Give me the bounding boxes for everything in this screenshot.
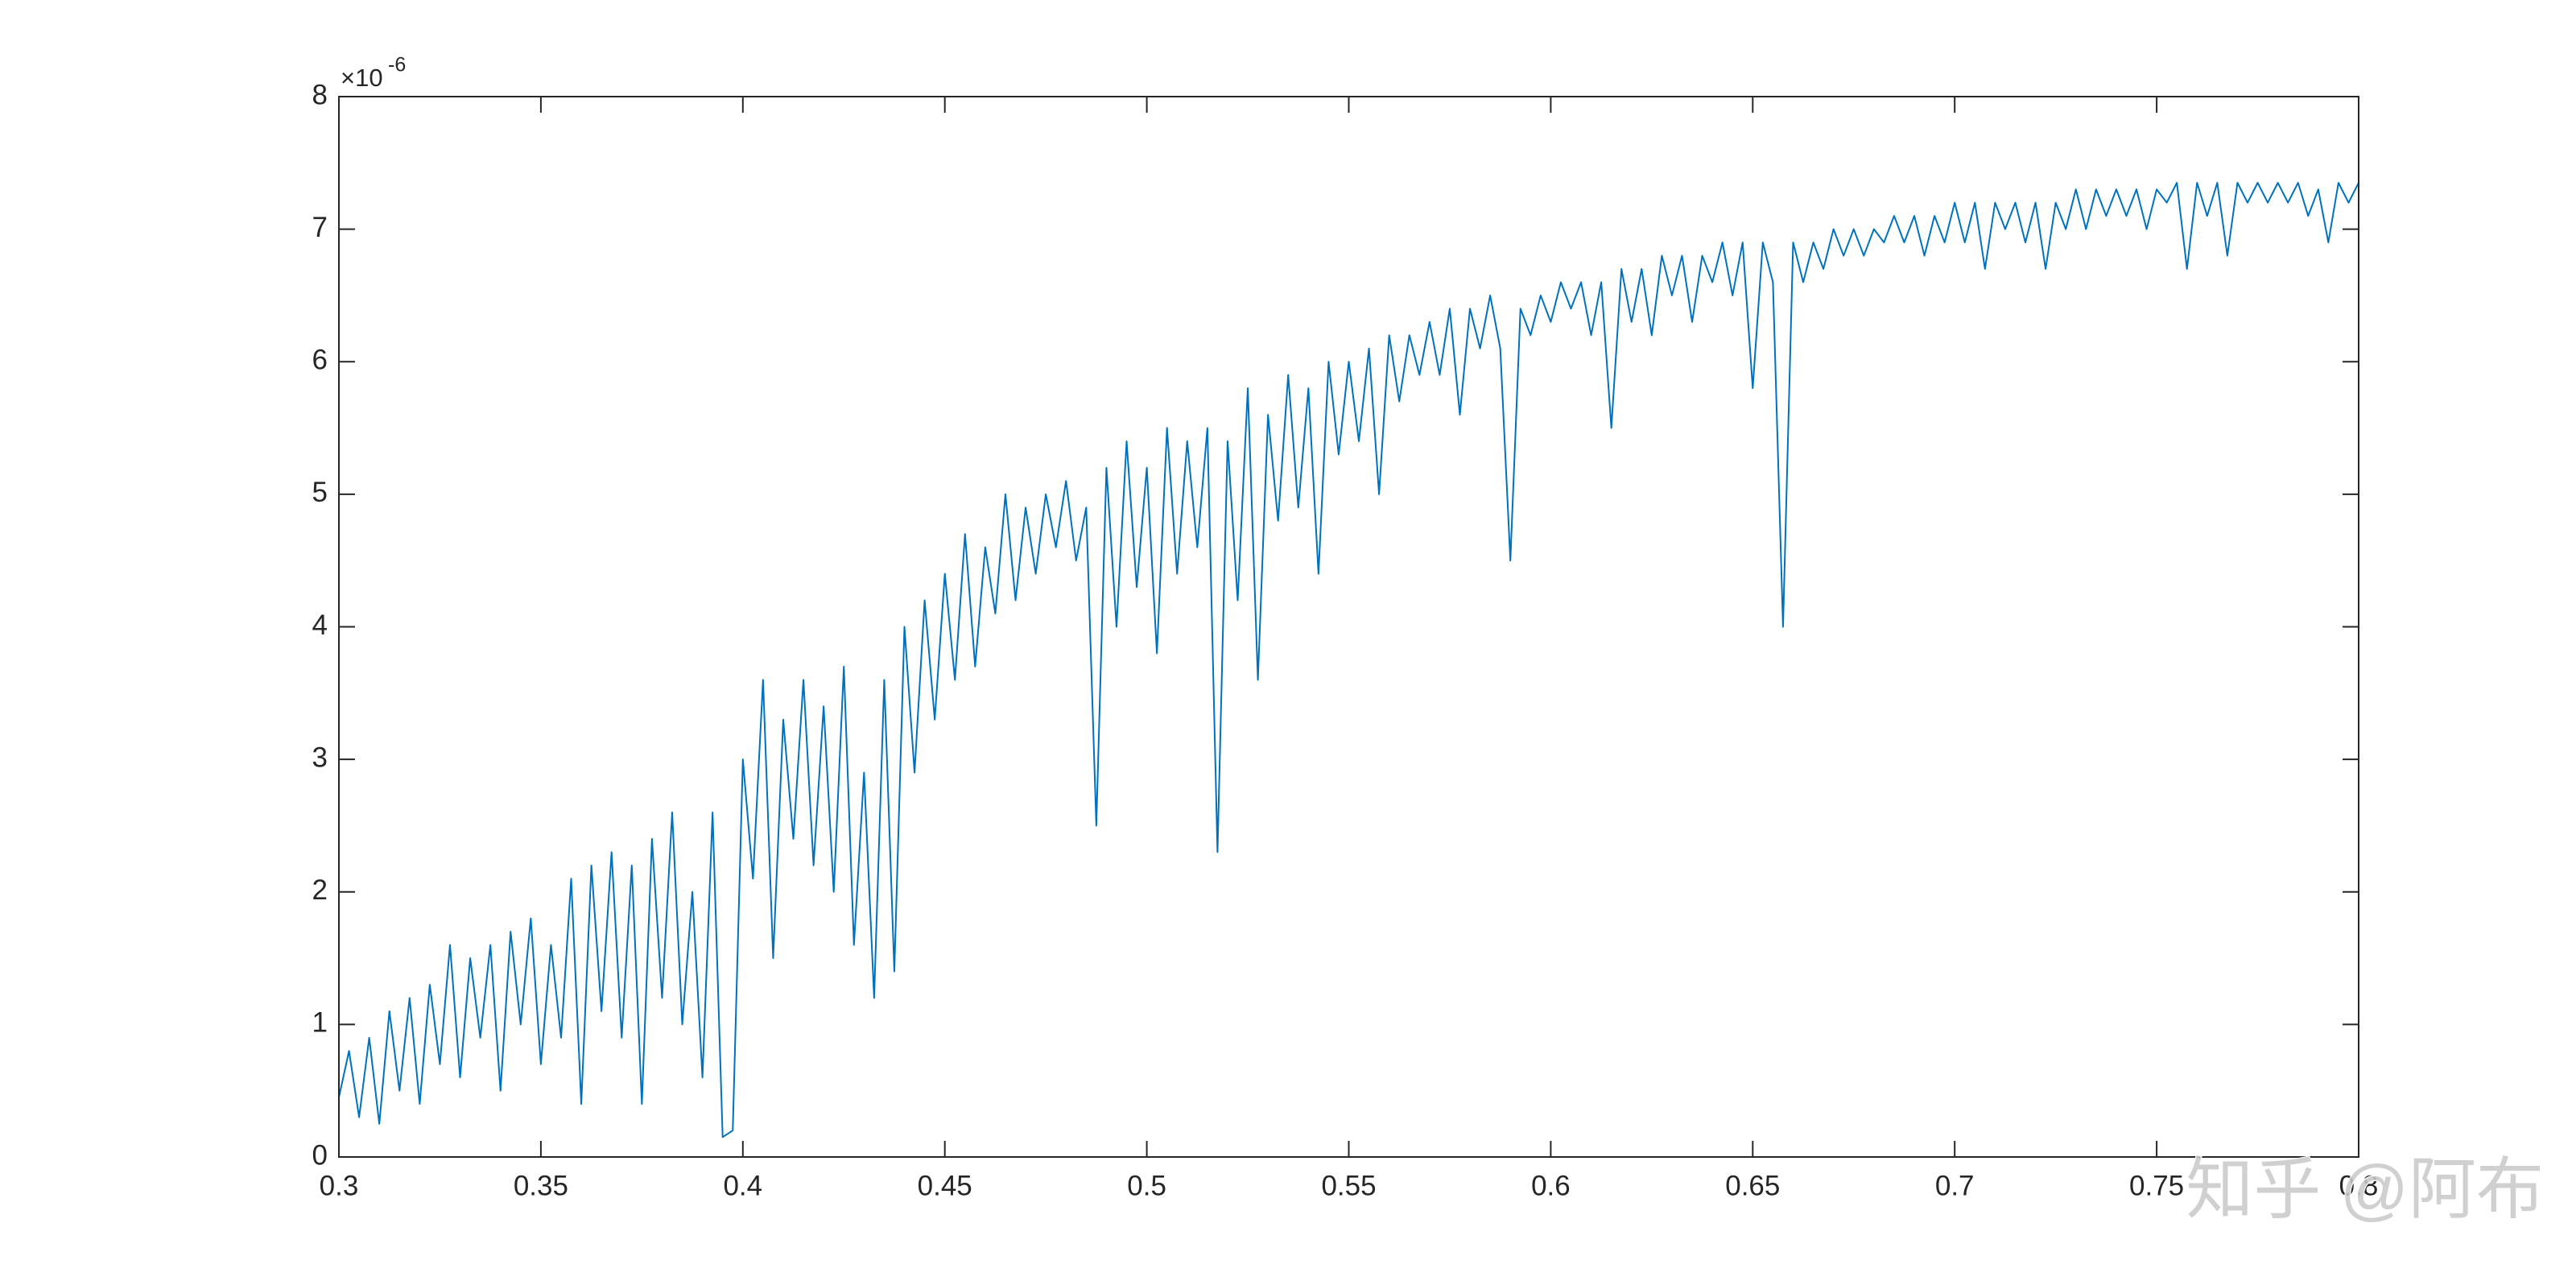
watermark: 知乎 @阿布 xyxy=(2186,1151,2544,1227)
data-line xyxy=(338,182,2359,1138)
y-tick-label: 4 xyxy=(312,609,328,641)
x-tick-label: 0.5 xyxy=(1127,1170,1166,1201)
y-tick-label: 1 xyxy=(312,1007,328,1039)
y-tick-label: 0 xyxy=(312,1139,328,1171)
x-tick-label: 0.75 xyxy=(2129,1170,2184,1201)
x-tick-label: 0.3 xyxy=(320,1170,359,1201)
x-tick-label: 0.65 xyxy=(1725,1170,1780,1201)
y-tick-label: 3 xyxy=(312,742,328,773)
x-tick-label: 0.8 xyxy=(2339,1170,2379,1201)
y-tick-label: 2 xyxy=(312,874,328,906)
y-tick-label: 8 xyxy=(312,79,328,110)
y-tick-label: 6 xyxy=(312,345,328,376)
y-tick-label: 5 xyxy=(312,477,328,508)
x-tick-label: 0.45 xyxy=(918,1170,972,1201)
y-exponent-base: ×10 xyxy=(341,64,383,92)
x-tick-label: 0.35 xyxy=(514,1170,568,1201)
x-tick-label: 0.7 xyxy=(1935,1170,1975,1201)
x-tick-label: 0.55 xyxy=(1321,1170,1376,1201)
y-tick-label: 7 xyxy=(312,212,328,243)
y-exponent-power: -6 xyxy=(388,54,406,76)
x-tick-label: 0.4 xyxy=(723,1170,762,1201)
x-tick-label: 0.6 xyxy=(1531,1170,1571,1201)
